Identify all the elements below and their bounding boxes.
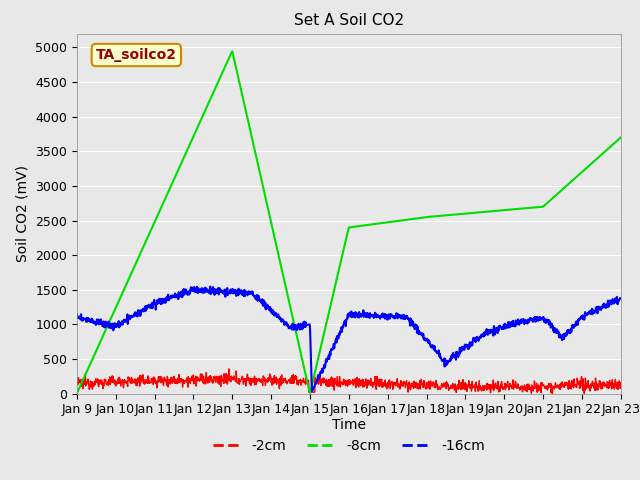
Legend: -2cm, -8cm, -16cm: -2cm, -8cm, -16cm: [207, 433, 490, 459]
Title: Set A Soil CO2: Set A Soil CO2: [294, 13, 404, 28]
Y-axis label: Soil CO2 (mV): Soil CO2 (mV): [15, 165, 29, 262]
Text: TA_soilco2: TA_soilco2: [96, 48, 177, 62]
X-axis label: Time: Time: [332, 418, 366, 432]
